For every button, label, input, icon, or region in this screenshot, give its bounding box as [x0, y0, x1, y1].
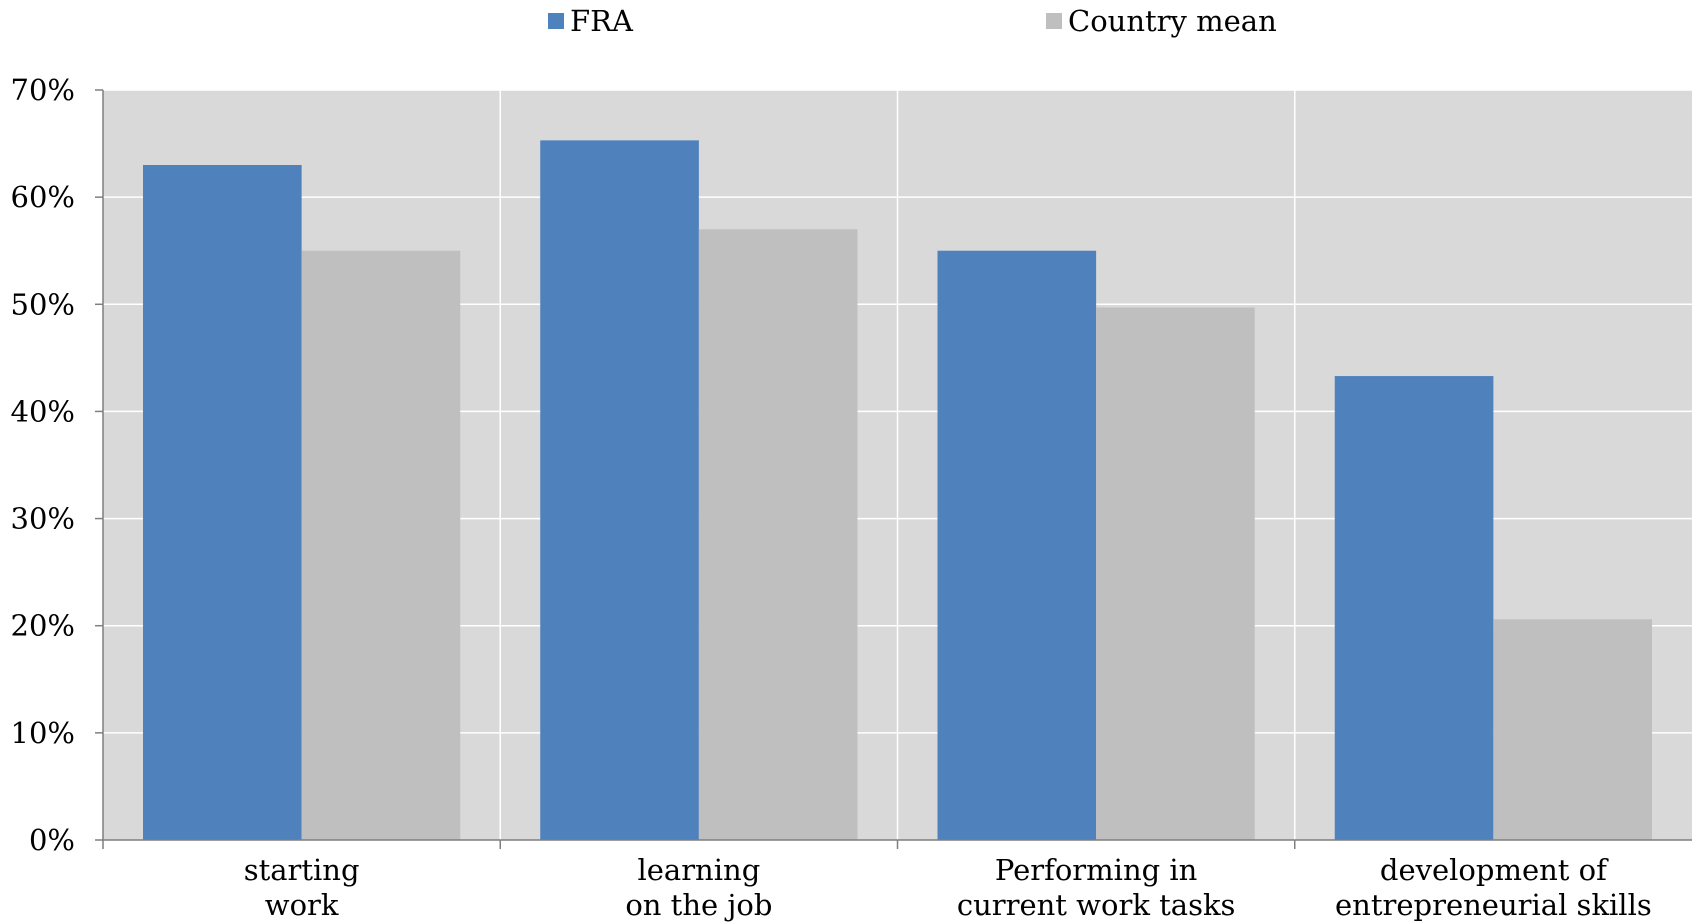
y-tick-label: 50% — [11, 287, 75, 321]
legend-item-fra: FRA — [548, 4, 633, 38]
x-tick-label-line: starting — [244, 853, 360, 887]
x-tick-label: development of entrepreneurial skills — [1335, 853, 1652, 922]
legend-label-country-mean: Country mean — [1068, 4, 1277, 38]
x-tick-label-line: development of — [1380, 853, 1609, 887]
bar-fra — [540, 140, 699, 840]
y-tick-label: 10% — [11, 716, 75, 750]
y-tick-label: 60% — [11, 180, 75, 214]
legend-swatch-fra — [548, 13, 564, 29]
bar-country-mean — [1493, 619, 1652, 840]
y-tick-label: 30% — [11, 502, 75, 536]
bar-country-mean — [1096, 307, 1255, 840]
x-tick-label-line: work — [265, 888, 339, 922]
legend-swatch-country-mean — [1046, 13, 1062, 29]
x-tick-label: starting work — [244, 853, 360, 922]
x-tick-label-line: learning — [637, 853, 760, 887]
legend: FRA Country mean — [0, 4, 1692, 44]
x-tick-label: Performing in current work tasks — [957, 853, 1236, 922]
x-tick-label: learning on the job — [625, 853, 772, 922]
y-tick-label: 70% — [11, 73, 75, 107]
x-tick-label-line: current work tasks — [957, 888, 1236, 922]
y-tick-label: 0% — [29, 823, 75, 857]
bar-country-mean — [698, 229, 858, 841]
legend-label-fra: FRA — [570, 4, 633, 38]
bar-fra — [937, 250, 1097, 840]
bar-fra — [143, 165, 302, 840]
y-tick-label: 40% — [11, 394, 75, 428]
x-tick-label-line: on the job — [625, 888, 772, 922]
bar-country-mean — [301, 250, 461, 840]
x-tick-label-line: Performing in — [995, 853, 1197, 887]
x-tick-label-line: entrepreneurial skills — [1335, 888, 1652, 922]
bar-fra — [1334, 376, 1494, 840]
legend-item-country-mean: Country mean — [1046, 4, 1277, 38]
y-tick-label: 20% — [11, 609, 75, 643]
